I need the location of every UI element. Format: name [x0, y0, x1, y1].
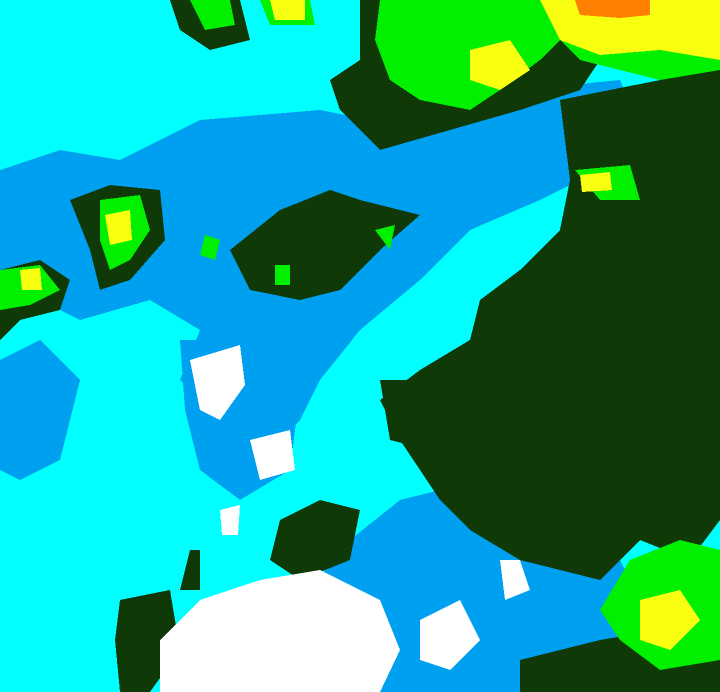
green-region: [375, 225, 395, 250]
orange-region: [575, 0, 650, 18]
dark-green-region: [380, 380, 460, 450]
white-region: [420, 600, 480, 670]
white-region: [190, 345, 245, 420]
yellow-region: [580, 172, 612, 192]
yellow-region: [270, 0, 305, 20]
yellow-region: [105, 210, 132, 245]
green-region: [275, 265, 290, 285]
yellow-region: [470, 40, 530, 90]
white-region: [160, 570, 400, 692]
yellow-region: [640, 590, 700, 650]
green-region: [375, 0, 560, 110]
light-blue-region: [0, 340, 80, 480]
green-region: [200, 235, 220, 260]
green-region: [190, 0, 235, 30]
white-region: [500, 560, 530, 600]
white-region: [250, 430, 295, 480]
yellow-region: [20, 268, 42, 290]
dark-green-region: [270, 500, 360, 580]
white-region: [220, 505, 240, 535]
dark-green-region: [180, 550, 200, 590]
